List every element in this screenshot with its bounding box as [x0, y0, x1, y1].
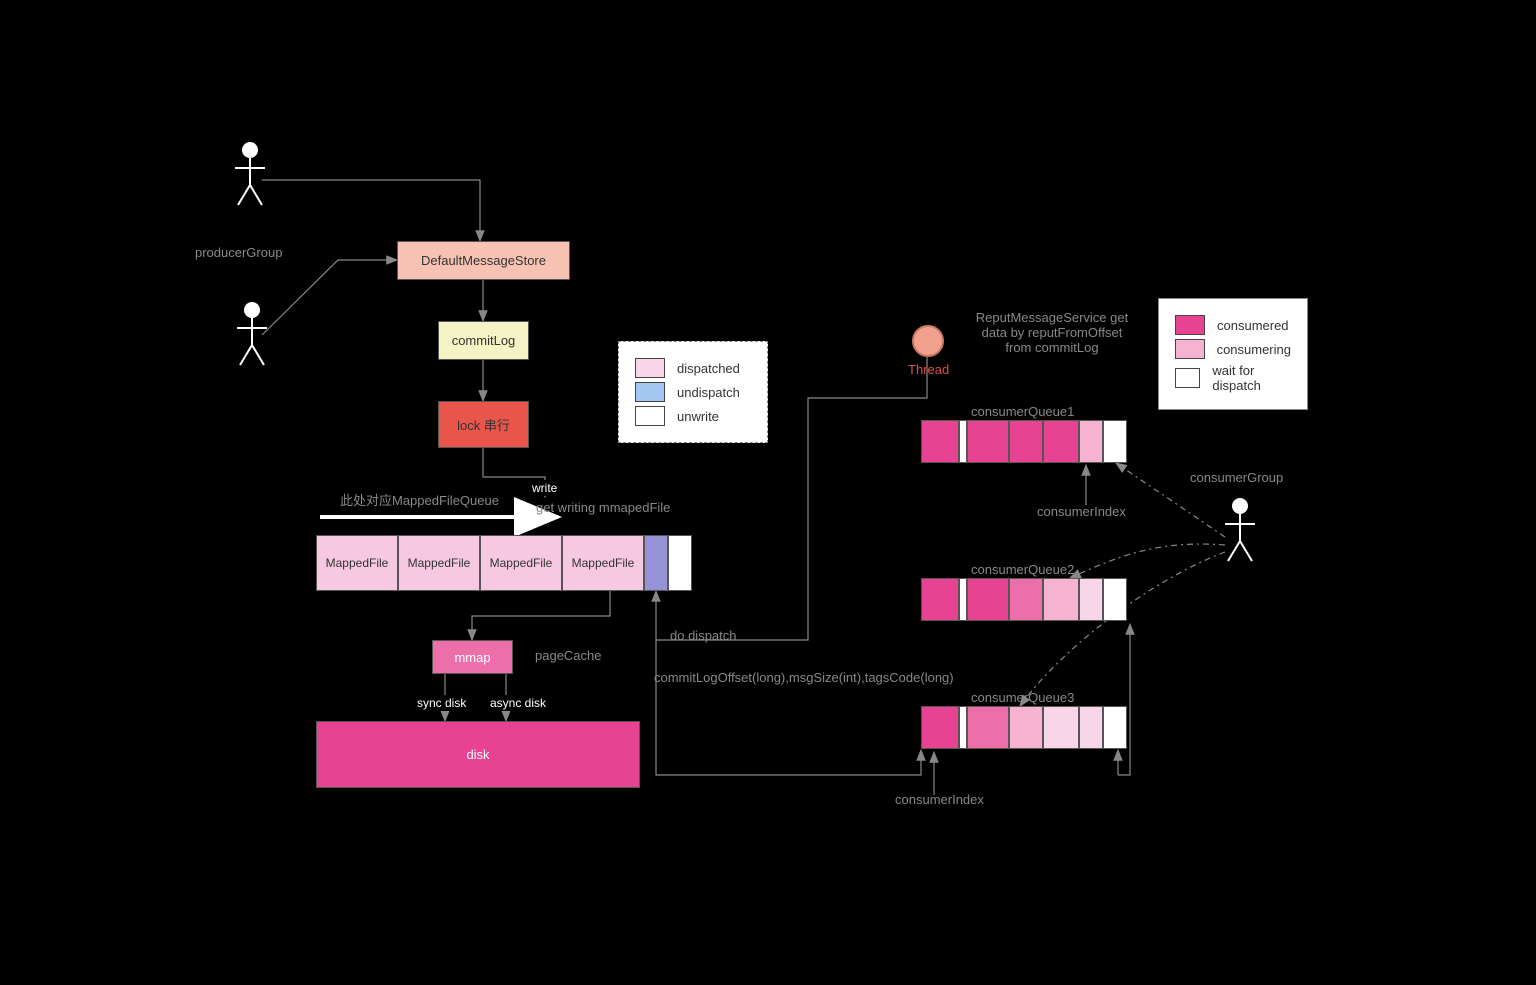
queue-segment	[1009, 706, 1043, 749]
legend-label: undispatch	[677, 385, 740, 400]
producer-group-label: producerGroup	[195, 245, 282, 260]
legend-swatch	[635, 406, 665, 426]
mapped-file-tail-segment	[668, 535, 692, 591]
legend-item: dispatched	[635, 358, 751, 378]
legend-label: consumering	[1217, 342, 1291, 357]
mapped-file-box: MappedFile	[562, 535, 644, 591]
queue-segment	[967, 420, 1009, 463]
commitlog-label: commitLog	[452, 333, 516, 348]
queue-segment	[959, 578, 967, 621]
legend-left: dispatched undispatch unwrite	[618, 341, 768, 443]
disk-box: disk	[316, 721, 640, 788]
legend-item: wait for dispatch	[1175, 363, 1291, 393]
legend-swatch	[1175, 368, 1200, 388]
mapped-file-box: MappedFile	[480, 535, 562, 591]
default-message-store-box: DefaultMessageStore	[397, 241, 570, 280]
queue-segment	[1079, 578, 1103, 621]
queue-segment	[1043, 420, 1079, 463]
legend-swatch	[1175, 315, 1205, 335]
mapped-file-tail-segment	[644, 535, 668, 591]
mmap-box: mmap	[432, 640, 513, 674]
legend-item: consumering	[1175, 339, 1291, 359]
async-disk-label: async disk	[486, 695, 550, 711]
mapped-file-box: MappedFile	[398, 535, 480, 591]
queue-segment	[1043, 578, 1079, 621]
sync-disk-label: sync disk	[413, 695, 470, 711]
queue-segment	[921, 578, 959, 621]
queue-segment	[1103, 706, 1127, 749]
thread-label: Thread	[908, 362, 949, 377]
lock-box: lock 串行	[438, 401, 529, 448]
consumer-queue-label: consumerQueue3	[971, 690, 1074, 705]
queue-segment	[1079, 420, 1103, 463]
queue-segment	[959, 706, 967, 749]
queue-segment	[959, 420, 967, 463]
queue-segment	[1103, 578, 1127, 621]
legend-item: unwrite	[635, 406, 751, 426]
legend-label: dispatched	[677, 361, 740, 376]
mappedfilequeue-label: 此处对应MappedFileQueue	[340, 490, 499, 509]
legend-swatch	[635, 382, 665, 402]
lock-label: lock 串行	[457, 415, 510, 434]
legend-right: consumered consumering wait for dispatch	[1158, 298, 1308, 410]
legend-item: consumered	[1175, 315, 1291, 335]
commitlog-offset-label: commitLogOffset(long),msgSize(int),tagsC…	[654, 670, 954, 685]
consumer-group-label: consumerGroup	[1190, 470, 1283, 485]
consumer-queue-label: consumerQueue2	[971, 562, 1074, 577]
do-dispatch-label: do dispatch	[670, 628, 737, 643]
mmap-label: mmap	[454, 650, 490, 665]
legend-label: consumered	[1217, 318, 1289, 333]
mapped-file-box: MappedFile	[316, 535, 398, 591]
legend-label: wait for dispatch	[1212, 363, 1291, 393]
queue-segment	[921, 420, 959, 463]
legend-label: unwrite	[677, 409, 719, 424]
queue-segment	[1043, 706, 1079, 749]
queue-segment	[921, 706, 959, 749]
legend-swatch	[1175, 339, 1205, 359]
default-message-store-label: DefaultMessageStore	[421, 253, 546, 268]
reput-service-label: ReputMessageService get data by reputFro…	[972, 310, 1132, 355]
consumer-index2-label: consumerIndex	[895, 792, 984, 807]
consumer-index1-label: consumerIndex	[1037, 504, 1126, 519]
queue-segment	[1103, 420, 1127, 463]
commitlog-box: commitLog	[438, 321, 529, 360]
consumer-queue-label: consumerQueue1	[971, 404, 1074, 419]
queue-segment	[967, 706, 1009, 749]
queue-segment	[1009, 578, 1043, 621]
legend-swatch	[635, 358, 665, 378]
legend-item: undispatch	[635, 382, 751, 402]
pagecache-label: pageCache	[535, 648, 602, 663]
write-label: write	[528, 480, 561, 496]
get-writing-label: get writing mmapedFile	[536, 500, 670, 515]
queue-segment	[967, 578, 1009, 621]
queue-segment	[1079, 706, 1103, 749]
disk-label: disk	[466, 747, 489, 762]
queue-segment	[1009, 420, 1043, 463]
